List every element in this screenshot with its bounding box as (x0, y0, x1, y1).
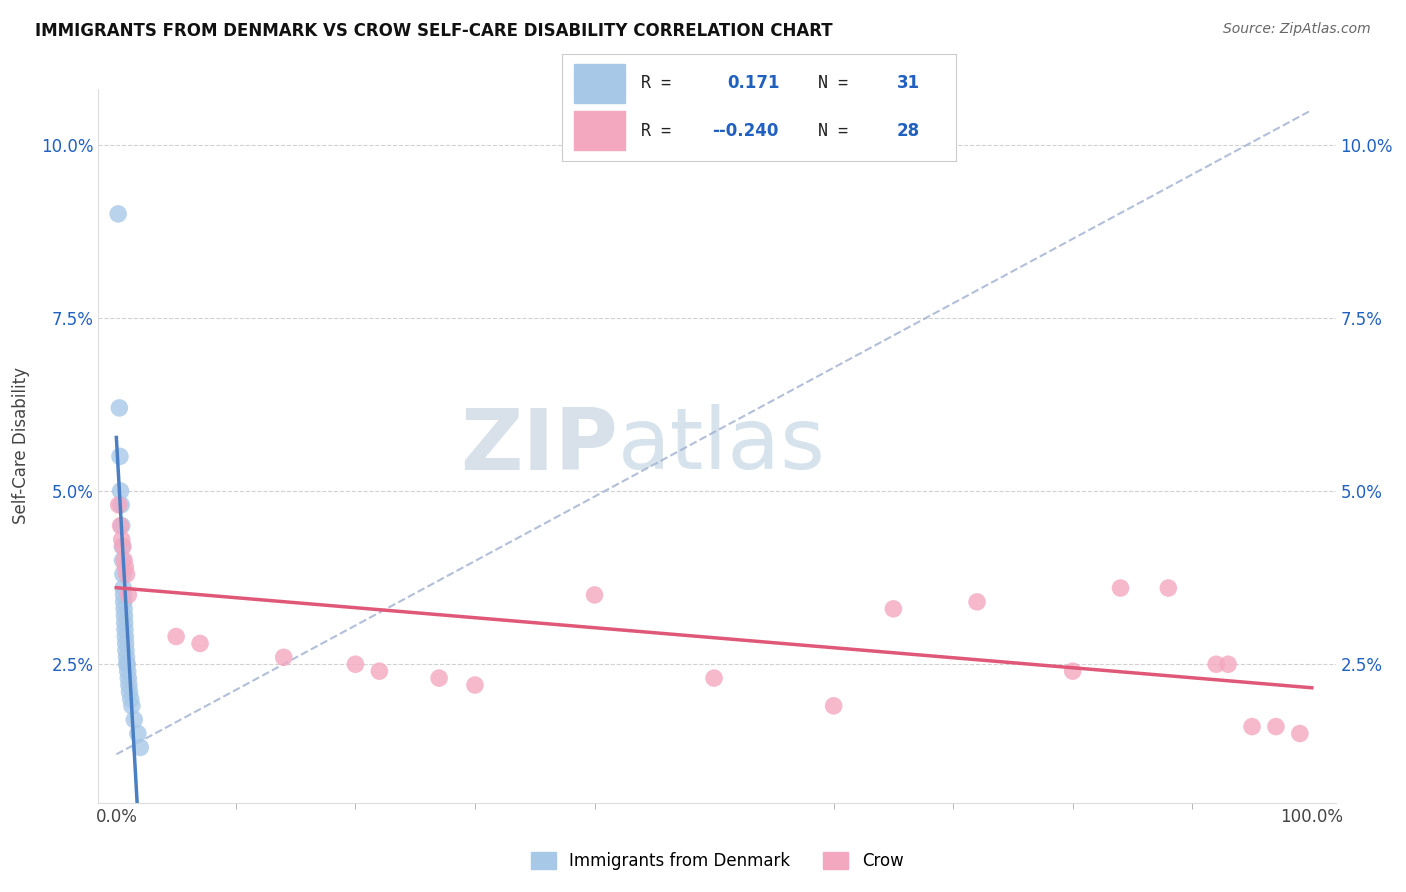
Point (1157, 581, 1180, 595)
Text: N =: N = (818, 121, 848, 139)
Point (1062, 664, 1084, 678)
Point (112, 602, 135, 616)
Text: R =: R = (641, 75, 671, 93)
Point (118, 685, 141, 699)
Text: atlas: atlas (619, 404, 827, 488)
Text: R =: R = (641, 121, 671, 139)
Legend: Immigrants from Denmark, Crow: Immigrants from Denmark, Crow (524, 845, 910, 877)
Point (1240, 720, 1263, 734)
Point (111, 567, 134, 582)
Point (368, 664, 391, 678)
Point (108, 450, 131, 464)
Point (111, 540, 134, 554)
Text: ZIP: ZIP (460, 404, 619, 488)
Point (464, 678, 486, 692)
Point (114, 608, 136, 623)
Point (344, 657, 367, 672)
Text: IMMIGRANTS FROM DENMARK VS CROW SELF-CARE DISABILITY CORRELATION CHART: IMMIGRANTS FROM DENMARK VS CROW SELF-CAR… (35, 22, 832, 40)
Point (882, 602, 904, 616)
Point (188, 636, 211, 650)
Point (117, 588, 139, 602)
Point (273, 650, 295, 665)
Text: 0.171: 0.171 (728, 75, 780, 93)
Point (112, 581, 135, 595)
Point (107, 207, 129, 221)
Point (1264, 720, 1286, 734)
Point (124, 713, 146, 727)
Point (110, 518, 132, 533)
Point (114, 615, 136, 630)
Text: --0.240: --0.240 (711, 121, 779, 139)
Y-axis label: Self-Care Disability: Self-Care Disability (11, 368, 30, 524)
Point (111, 533, 134, 547)
Text: N =: N = (818, 75, 848, 93)
Point (1205, 657, 1227, 672)
Point (111, 553, 134, 567)
Point (115, 657, 138, 672)
Point (110, 483, 132, 498)
Point (1216, 657, 1239, 672)
Text: 31: 31 (897, 75, 920, 93)
Point (114, 560, 136, 574)
Point (115, 657, 138, 672)
Text: 28: 28 (897, 121, 920, 139)
Text: Source: ZipAtlas.com: Source: ZipAtlas.com (1223, 22, 1371, 37)
Point (110, 498, 132, 512)
Point (115, 650, 138, 665)
Point (165, 630, 187, 644)
Point (111, 518, 134, 533)
Bar (574, 64, 626, 103)
Point (114, 636, 136, 650)
Point (118, 678, 141, 692)
Point (121, 698, 143, 713)
Point (115, 643, 138, 657)
Point (115, 567, 138, 582)
Bar (574, 112, 626, 150)
Point (107, 498, 129, 512)
Point (111, 540, 134, 554)
Point (1288, 726, 1310, 740)
Point (583, 588, 606, 602)
Point (117, 664, 139, 678)
Point (114, 630, 136, 644)
Point (427, 671, 450, 685)
Point (1109, 581, 1132, 595)
Point (117, 671, 139, 685)
Point (966, 595, 988, 609)
Point (114, 623, 136, 637)
Point (129, 740, 152, 755)
Point (120, 691, 142, 706)
Point (112, 553, 135, 567)
Point (108, 401, 131, 415)
Point (703, 671, 725, 685)
Point (127, 726, 149, 740)
Point (112, 588, 135, 602)
Point (112, 595, 135, 609)
Point (823, 698, 845, 713)
